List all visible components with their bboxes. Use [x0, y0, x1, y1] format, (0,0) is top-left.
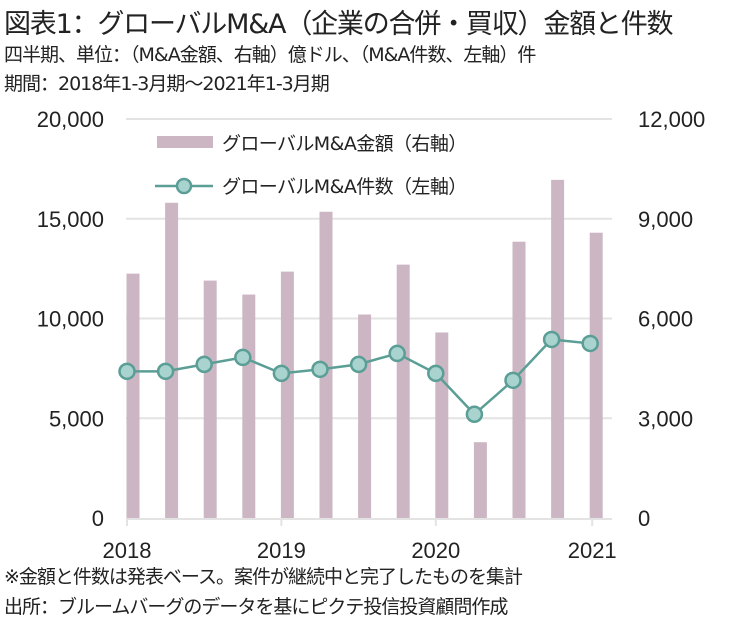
chart-subtitle-period: 期間：2018年1-3月期～2021年1-3月期 — [4, 73, 330, 95]
right-tick-label: 12,000 — [638, 107, 705, 132]
legend-line-marker — [175, 177, 193, 195]
legend-bar-label: グローバルM&A金額（右軸） — [222, 133, 467, 155]
bar — [435, 332, 449, 518]
bar — [473, 442, 487, 518]
footnote: ※金額と件数は発表ベース。案件が継続中と完了したものを集計 — [4, 566, 523, 588]
right-axis-ticks: 0 3,000 6,000 9,000 12,000 — [638, 107, 705, 531]
line-series — [118, 330, 599, 424]
line-point — [542, 330, 561, 349]
x-tick-label: 2019 — [257, 538, 306, 560]
line-point — [388, 344, 406, 363]
source-note: 出所：ブルームバーグのデータを基にピクテ投信投資顧問作成 — [4, 596, 508, 618]
line-point — [156, 362, 175, 381]
left-tick-label: 15,000 — [37, 207, 104, 232]
line-point — [465, 405, 484, 424]
left-tick-label: 20,000 — [37, 107, 104, 132]
x-axis: 2018 2019 2020 2021 — [103, 518, 617, 560]
legend-bar-swatch — [157, 136, 213, 148]
right-tick-label: 0 — [638, 506, 650, 531]
bar — [396, 264, 410, 518]
bar — [358, 314, 372, 518]
x-tick-label: 2018 — [103, 538, 152, 560]
chart-subtitle-units: 四半期、単位：（M&A金額、右軸）億ドル、（M&A件数、左軸）件 — [4, 44, 536, 66]
line-point — [272, 364, 291, 383]
line-point — [234, 348, 252, 367]
bar — [126, 273, 140, 518]
legend-line-label: グローバルM&A件数（左軸） — [222, 176, 467, 198]
bar — [242, 294, 256, 518]
line-point — [349, 355, 368, 374]
left-tick-label: 5,000 — [49, 406, 104, 431]
bar — [551, 179, 565, 518]
left-tick-label: 10,000 — [37, 307, 104, 332]
left-tick-label: 0 — [92, 506, 104, 531]
bar-series — [126, 179, 603, 518]
right-tick-label: 9,000 — [638, 207, 693, 232]
combo-chart: 0 5,000 10,000 15,000 20,000 0 3,000 6,000 9,00… — [37, 107, 706, 560]
line-point — [311, 360, 329, 379]
right-tick-label: 6,000 — [638, 307, 693, 332]
right-tick-label: 3,000 — [638, 406, 693, 431]
line-point — [195, 355, 213, 374]
chart-title: 図表1：グローバルM&A（企業の合併・買収）金額と件数 — [4, 9, 674, 40]
line-point — [118, 362, 136, 381]
bar — [165, 202, 179, 518]
x-tick-label: 2020 — [411, 538, 460, 560]
line-point — [427, 364, 445, 383]
line-point — [504, 371, 522, 390]
bar — [203, 280, 217, 518]
left-axis-ticks: 0 5,000 10,000 15,000 20,000 — [37, 107, 104, 531]
legend: グローバルM&A金額（右軸） グローバルM&A件数（左軸） — [155, 133, 467, 198]
x-tick-label: 2021 — [568, 538, 617, 560]
line-point — [581, 334, 599, 353]
bar — [280, 271, 294, 518]
bar — [589, 232, 603, 518]
